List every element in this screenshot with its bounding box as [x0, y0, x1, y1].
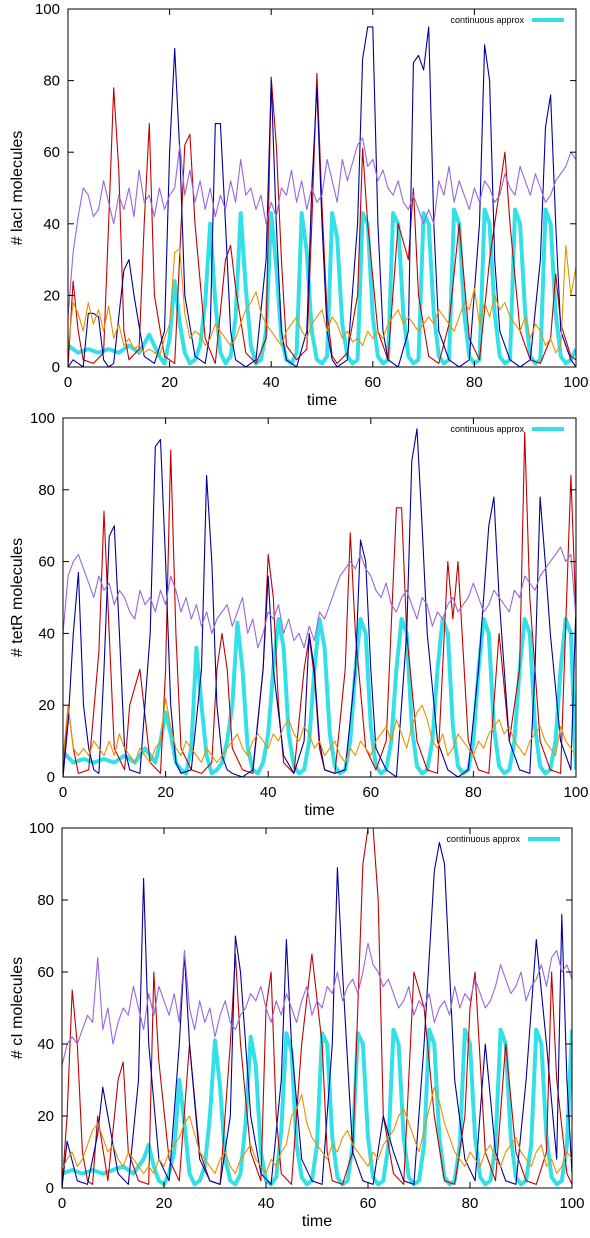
series-line-2-1: [62, 828, 572, 1188]
y-tick-label: 60: [43, 144, 60, 161]
y-tick-label: 80: [43, 73, 60, 90]
series-line-1-3: [63, 697, 576, 764]
y-axis-label: # lacI molecules: [9, 131, 26, 246]
legend-label: continuous approx: [446, 834, 520, 844]
y-tick-label: 100: [29, 820, 54, 837]
plot-frame: [67, 8, 577, 368]
series-line-1-0: [63, 617, 576, 776]
y-tick-label: 0: [46, 1180, 54, 1197]
chart-panel-1: 0 20 40 60 80 100 0 20 40 60 80 100 time # tetR molec…: [9, 410, 589, 819]
x-tick-label: 80: [465, 784, 482, 801]
y-tick-label: 100: [30, 410, 55, 427]
x-tick-label: 60: [362, 784, 379, 801]
x-axis-label: time: [302, 1213, 332, 1230]
chart-panel-0: 0 20 40 60 80 100 0 20 40 60 80 100 time # lacI molec…: [9, 1, 589, 409]
series-line-0-0: [68, 207, 576, 366]
y-tick-label: 60: [38, 554, 55, 571]
x-tick-label: 80: [462, 1195, 479, 1212]
series-line-1-2: [63, 428, 576, 777]
x-axis-label: time: [307, 392, 337, 409]
y-tick-label: 60: [37, 964, 54, 981]
x-tick-label: 80: [466, 374, 483, 391]
chart-panel-2: 0 20 40 60 80 100 0 20 40 60 80 100 time # cI molecul…: [9, 820, 585, 1230]
x-tick-label: 0: [59, 784, 67, 801]
series-line-2-0: [62, 1027, 572, 1187]
y-tick-label: 100: [35, 1, 60, 18]
y-tick-label: 40: [43, 216, 60, 233]
series-line-0-3: [68, 244, 576, 357]
x-tick-label: 0: [58, 1195, 66, 1212]
x-tick-label: 20: [156, 1195, 173, 1212]
y-tick-label: 40: [37, 1036, 54, 1053]
x-tick-label: 60: [360, 1195, 377, 1212]
x-tick-label: 60: [364, 374, 381, 391]
series-line-2-3: [62, 1086, 572, 1175]
legend-label: continuous approx: [450, 15, 524, 25]
x-axis-label: time: [304, 802, 334, 819]
y-axis-label: # cI molecules: [9, 957, 26, 1059]
series-line-2-4: [62, 942, 572, 1066]
x-tick-label: 100: [563, 784, 588, 801]
series-line-0-4: [68, 137, 576, 317]
series-line-2-2: [62, 841, 572, 1188]
y-tick-label: 20: [38, 697, 55, 714]
y-tick-label: 40: [38, 625, 55, 642]
y-tick-label: 80: [38, 482, 55, 499]
series-line-1-1: [63, 431, 576, 777]
x-tick-label: 100: [559, 1195, 584, 1212]
x-tick-label: 0: [64, 374, 72, 391]
y-tick-label: 0: [52, 359, 60, 376]
y-axis-label: # tetR molecules: [9, 538, 26, 657]
x-tick-label: 20: [157, 784, 174, 801]
plot-frame: [61, 827, 573, 1189]
legend-label: continuous approx: [450, 424, 524, 434]
x-tick-label: 40: [263, 374, 280, 391]
x-tick-label: 20: [161, 374, 178, 391]
x-tick-label: 40: [258, 1195, 275, 1212]
y-tick-label: 20: [37, 1108, 54, 1125]
y-tick-label: 80: [37, 892, 54, 909]
y-tick-label: 20: [43, 287, 60, 304]
x-tick-label: 100: [563, 374, 588, 391]
y-tick-label: 0: [47, 769, 55, 786]
series-line-0-2: [68, 26, 576, 367]
series-line-1-4: [63, 546, 576, 649]
x-tick-label: 40: [260, 784, 277, 801]
plot-frame: [62, 417, 577, 778]
